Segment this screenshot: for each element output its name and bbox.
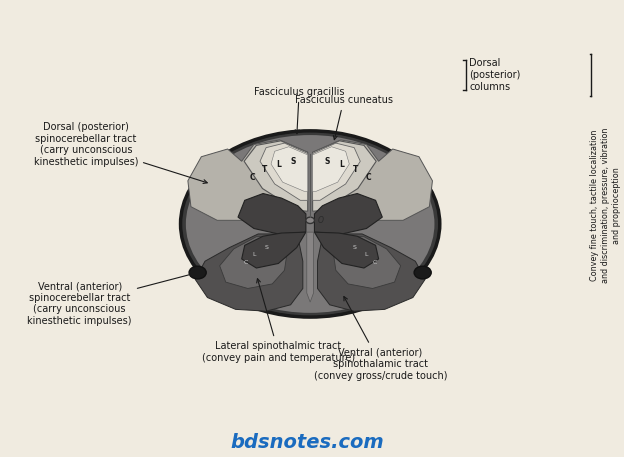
Text: T: T bbox=[261, 165, 267, 174]
Polygon shape bbox=[318, 234, 425, 311]
Polygon shape bbox=[244, 141, 308, 211]
Text: bdsnotes.com: bdsnotes.com bbox=[230, 433, 384, 452]
Text: C: C bbox=[249, 173, 255, 182]
Polygon shape bbox=[241, 232, 306, 268]
Polygon shape bbox=[238, 193, 306, 234]
Text: S: S bbox=[264, 245, 268, 250]
Ellipse shape bbox=[414, 266, 431, 279]
Text: L: L bbox=[252, 252, 256, 257]
Polygon shape bbox=[313, 141, 376, 211]
Text: Fasciculus cuneatus: Fasciculus cuneatus bbox=[295, 95, 392, 140]
Text: C: C bbox=[372, 260, 376, 265]
Ellipse shape bbox=[189, 266, 206, 279]
Text: L: L bbox=[364, 252, 368, 257]
Ellipse shape bbox=[185, 134, 436, 314]
Text: L: L bbox=[339, 160, 344, 170]
Polygon shape bbox=[333, 237, 401, 288]
Text: Dorsal
(posterior)
columns: Dorsal (posterior) columns bbox=[469, 58, 520, 92]
Polygon shape bbox=[271, 147, 308, 191]
Ellipse shape bbox=[180, 131, 440, 317]
Polygon shape bbox=[220, 237, 287, 288]
Text: Dorsal (posterior)
spinocerebellar tract
(carry unconscious
kinesthetic impulses: Dorsal (posterior) spinocerebellar tract… bbox=[34, 122, 207, 183]
Ellipse shape bbox=[306, 217, 314, 223]
Text: C: C bbox=[244, 260, 248, 265]
Polygon shape bbox=[307, 232, 313, 302]
Text: C: C bbox=[366, 173, 371, 182]
Text: Ventral (anterior)
spinothalamic tract
(convey gross/crude touch): Ventral (anterior) spinothalamic tract (… bbox=[314, 297, 447, 381]
Polygon shape bbox=[188, 140, 307, 220]
Polygon shape bbox=[313, 147, 349, 191]
Text: Fasciculus gracillis: Fasciculus gracillis bbox=[254, 87, 344, 133]
Text: Ventral (anterior)
spinocerebellar tract
(carry unconscious
kinesthetic impulses: Ventral (anterior) spinocerebellar tract… bbox=[27, 273, 194, 326]
Text: Convey fine touch, tactile localization
and discrimination, pressure, vibration
: Convey fine touch, tactile localization … bbox=[590, 128, 621, 283]
Text: L: L bbox=[276, 160, 281, 170]
Text: T: T bbox=[353, 165, 359, 174]
Text: O: O bbox=[318, 216, 324, 225]
Polygon shape bbox=[195, 234, 303, 311]
Polygon shape bbox=[313, 143, 360, 200]
Text: S: S bbox=[324, 157, 330, 166]
Polygon shape bbox=[260, 143, 308, 200]
Polygon shape bbox=[313, 140, 432, 220]
Text: Lateral spinothalmic tract
(convey pain and temperature): Lateral spinothalmic tract (convey pain … bbox=[202, 279, 355, 363]
Text: S: S bbox=[352, 245, 356, 250]
Polygon shape bbox=[314, 193, 383, 234]
Polygon shape bbox=[314, 232, 379, 268]
Text: S: S bbox=[290, 157, 296, 166]
